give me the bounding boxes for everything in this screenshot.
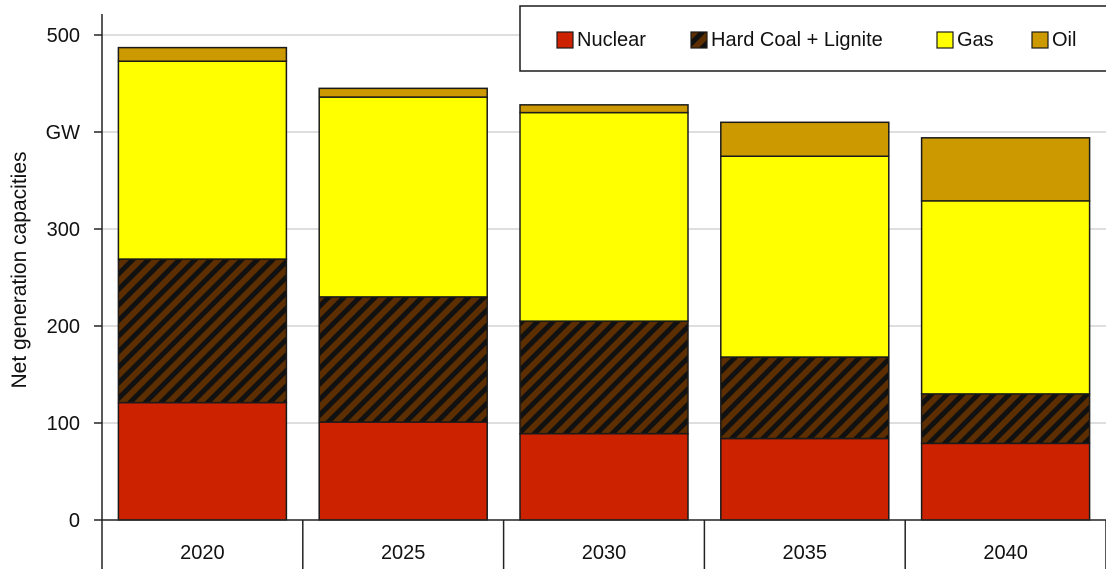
bar-oil-2035 <box>720 121 890 158</box>
y-tick-label: 500 <box>47 25 80 47</box>
x-tick-label: 2025 <box>381 542 426 564</box>
y-tick-label: 200 <box>47 316 80 338</box>
legend-label-nuclear: Nuclear <box>577 29 646 51</box>
legend-swatch-nuclear <box>556 31 574 49</box>
legend: Nuclear Hard Coal + Lignite Gas Oil <box>519 5 1106 72</box>
bar-gas-2040 <box>920 200 1091 395</box>
y-axis-title: Net generation capacities <box>8 152 31 389</box>
bar-oil-2040 <box>920 137 1091 202</box>
bar-oil-2030 <box>519 104 689 114</box>
bar-hard-coal-lignite-2025 <box>318 296 488 423</box>
legend-label-hard-coal-lignite: Hard Coal + Lignite <box>711 29 883 51</box>
bar-nuclear-2020 <box>117 401 288 521</box>
y-tick-label: 300 <box>47 219 80 241</box>
x-tick-label: 2020 <box>180 542 225 564</box>
bar-nuclear-2040 <box>920 442 1091 521</box>
bar-nuclear-2035 <box>720 437 890 521</box>
bar-nuclear-2030 <box>519 432 689 521</box>
bar-gas-2035 <box>720 155 890 358</box>
x-tick-label: 2040 <box>983 542 1028 564</box>
bar-oil-2020 <box>117 46 288 62</box>
legend-swatch-oil <box>1031 31 1049 49</box>
bar-oil-2025 <box>318 87 488 98</box>
x-tick-label: 2030 <box>582 542 627 564</box>
bar-gas-2020 <box>117 60 288 260</box>
bar-hard-coal-lignite-2020 <box>117 258 288 404</box>
bar-hard-coal-lignite-2035 <box>720 356 890 440</box>
y-axis: 0 100 200 300 GW 500 <box>46 14 103 532</box>
y-tick-label: 100 <box>47 413 80 435</box>
y-tick-label: 0 <box>69 510 80 532</box>
bar-nuclear-2025 <box>318 421 488 521</box>
bar-hard-coal-lignite-2040 <box>920 393 1091 445</box>
y-tick-label: GW <box>46 122 81 144</box>
legend-swatch-gas <box>936 31 954 49</box>
legend-label-oil: Oil <box>1052 29 1076 51</box>
legend-swatch-hard-coal-lignite <box>690 31 708 49</box>
x-axis: 2020 2025 2030 2035 2040 <box>101 519 1106 569</box>
legend-label-gas: Gas <box>957 29 994 51</box>
bar-hard-coal-lignite-2030 <box>519 320 689 435</box>
x-tick-label: 2035 <box>783 542 828 564</box>
bar-gas-2030 <box>519 111 689 322</box>
legend-box <box>519 5 1106 72</box>
bar-gas-2025 <box>318 96 488 298</box>
bars <box>117 46 1091 521</box>
